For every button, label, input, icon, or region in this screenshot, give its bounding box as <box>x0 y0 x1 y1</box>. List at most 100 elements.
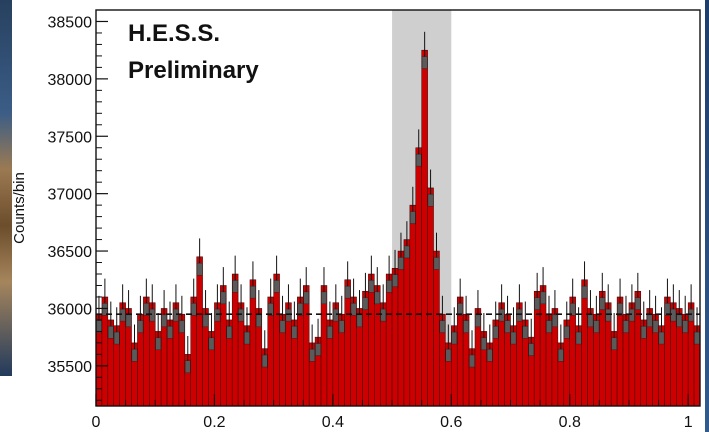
error-bar-cap <box>410 211 416 224</box>
x-tick-label: 0.2 <box>203 414 225 431</box>
error-bar-cap <box>569 303 576 316</box>
error-bar-cap <box>611 337 617 350</box>
histogram-bar <box>397 250 405 407</box>
error-bar-cap <box>640 326 647 339</box>
error-bar-cap <box>173 308 179 322</box>
error-bar-cap <box>315 343 321 356</box>
error-bar-cap <box>137 320 144 333</box>
error-bar-cap <box>356 314 363 328</box>
error-bar-cap <box>161 314 167 328</box>
y-tick-label: 36000 <box>48 301 93 318</box>
error-bar-cap <box>599 297 606 310</box>
error-bar-cap <box>581 285 588 299</box>
error-bar-cap <box>333 308 339 322</box>
histogram-bar <box>391 268 399 407</box>
annotation-experiment-name: H.E.S.S. <box>128 20 220 47</box>
y-tick-label: 38000 <box>48 72 93 89</box>
error-bar-cap <box>214 308 221 322</box>
error-bar-cap <box>96 320 102 333</box>
error-bar-cap <box>297 303 304 316</box>
y-tick-label: 36500 <box>48 244 93 261</box>
error-bar-cap <box>457 303 463 316</box>
error-bar-cap <box>261 354 268 368</box>
error-bar-cap <box>143 303 150 316</box>
error-bar-cap <box>113 331 120 345</box>
error-bar-cap <box>374 291 381 305</box>
x-tick-label: 0 <box>92 414 101 431</box>
histogram-bar <box>427 187 434 407</box>
error-bar-cap <box>398 257 404 270</box>
error-bar-cap <box>208 337 215 350</box>
error-bar-cap <box>469 354 475 368</box>
error-bar-cap <box>155 337 161 350</box>
error-bar-cap <box>563 326 570 339</box>
error-bars <box>96 31 700 373</box>
error-bar-cap <box>321 291 327 305</box>
error-bar-cap <box>190 303 197 316</box>
error-bar-cap <box>587 314 594 328</box>
x-tick-label: 0.4 <box>322 414 344 431</box>
error-bar-cap <box>694 331 700 345</box>
plot-frame <box>95 9 701 407</box>
error-bar-cap <box>184 360 191 373</box>
histogram-bar <box>415 147 422 407</box>
error-bar-cap <box>179 320 185 333</box>
error-bar-cap <box>510 331 517 345</box>
error-bar-cap <box>670 308 677 322</box>
error-bar-cap <box>540 291 546 305</box>
error-bar-cap <box>392 274 398 287</box>
error-bar-cap <box>350 303 357 316</box>
error-bar-cap <box>238 308 244 322</box>
error-bar-cap <box>256 314 262 328</box>
error-bar-cap <box>362 297 369 310</box>
error-bar-cap <box>291 326 298 339</box>
error-bar-cap <box>267 303 274 316</box>
error-bar-cap <box>309 349 315 362</box>
error-bar-cap <box>646 314 653 328</box>
error-bar-cap <box>652 320 659 333</box>
error-bar-cap <box>196 263 203 276</box>
error-bar-cap <box>415 153 422 167</box>
error-bar-cap <box>303 291 310 305</box>
error-bar-cap <box>617 303 623 316</box>
error-bar-cap <box>629 308 635 322</box>
error-bar-cap <box>108 326 114 339</box>
y-tick-label: 35500 <box>48 359 93 376</box>
y-axis: 35500 36000 36500 37000 37500 38000 38500 <box>48 9 108 401</box>
error-bar-cap <box>380 308 386 322</box>
error-bar-cap <box>463 320 469 333</box>
histogram-bar <box>344 279 351 407</box>
error-bar-cap <box>504 320 511 333</box>
error-bar-cap <box>368 280 375 293</box>
error-bar-cap <box>522 326 529 339</box>
error-bar-cap <box>131 349 138 362</box>
error-bar-cap <box>439 320 446 333</box>
error-bar-cap <box>481 337 487 350</box>
histogram-bar <box>196 256 203 407</box>
histogram-bar <box>581 279 588 407</box>
histogram-bar <box>409 204 417 407</box>
error-bar-cap <box>445 349 452 362</box>
error-bar-cap <box>250 285 256 299</box>
error-bar-cap <box>427 194 434 207</box>
error-bar-cap <box>119 308 126 322</box>
error-bar-cap <box>421 56 428 69</box>
error-bar-cap <box>552 314 558 328</box>
error-bar-cap <box>664 303 671 316</box>
error-bar-cap <box>492 326 499 339</box>
background-photo-edge <box>0 0 12 376</box>
error-bar-cap <box>451 331 458 345</box>
error-bar-cap <box>593 320 600 333</box>
error-bar-cap <box>688 308 694 322</box>
error-bar-cap <box>125 314 132 328</box>
error-bar-cap <box>202 314 209 328</box>
histogram-bar <box>421 49 428 407</box>
histogram-bar <box>231 273 239 407</box>
error-bar-cap <box>167 326 173 339</box>
error-bar-cap <box>273 280 280 293</box>
annotation-preliminary: Preliminary <box>128 57 259 84</box>
error-bar-cap <box>623 320 629 333</box>
error-bar-cap <box>404 245 410 259</box>
error-bar-cap <box>516 308 523 322</box>
